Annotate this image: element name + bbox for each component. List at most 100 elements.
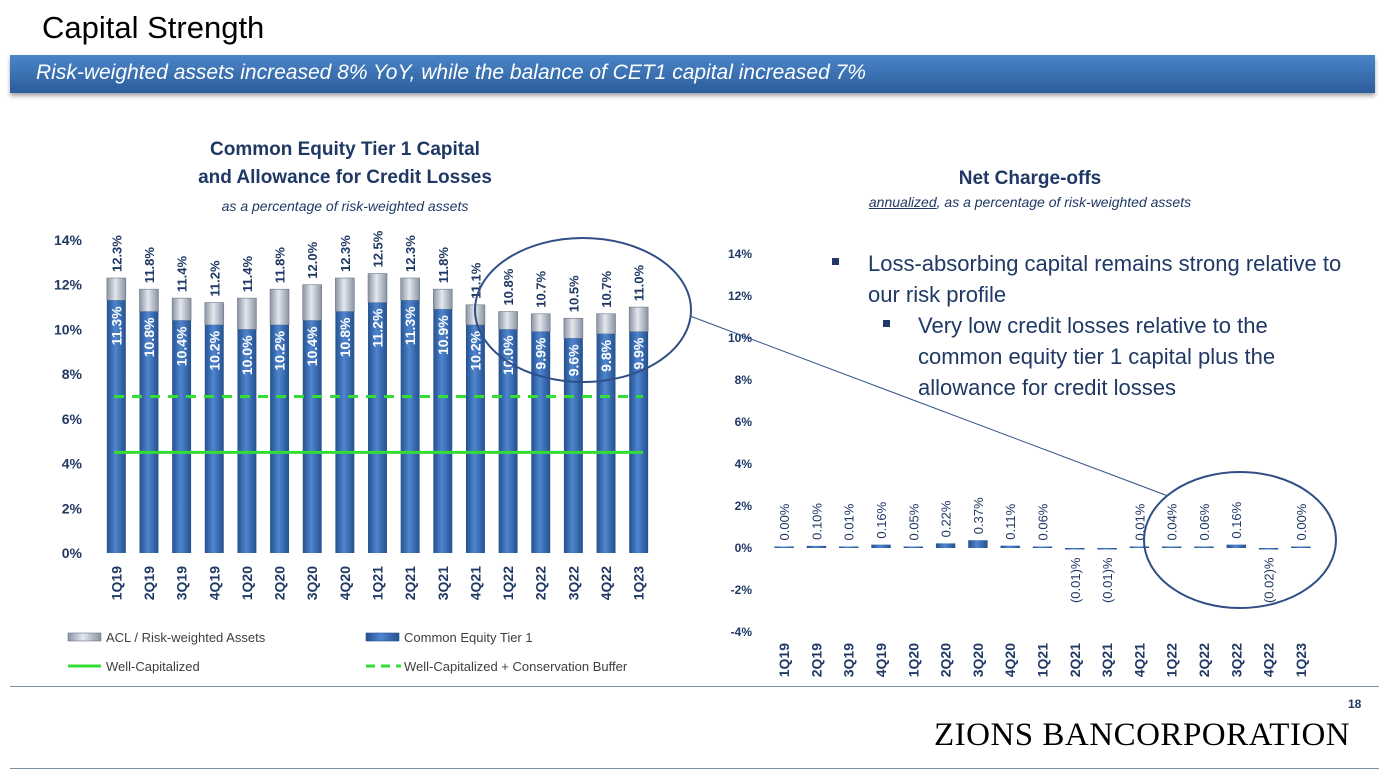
x-tick-label-1Q20: 1Q20 bbox=[239, 566, 255, 600]
nco-label-2Q19: 0.10% bbox=[809, 503, 824, 540]
nco-y-tick-label: 2% bbox=[735, 499, 753, 513]
x-tick-label-1Q22: 1Q22 bbox=[500, 566, 516, 600]
cet1-label-4Q20: 10.8% bbox=[337, 317, 353, 357]
cet1-bar-4Q21 bbox=[465, 324, 485, 553]
cet1-label-1Q23: 9.9% bbox=[631, 337, 647, 369]
acl-label-1Q23: 11.0% bbox=[632, 264, 647, 301]
legend-label-cet1: Common Equity Tier 1 bbox=[404, 630, 533, 645]
nco-bar-3Q19 bbox=[839, 546, 859, 548]
nco-label-2Q20: 0.22% bbox=[939, 500, 954, 537]
cet1-bar-4Q22 bbox=[596, 333, 616, 553]
x-tick-label-1Q23: 1Q23 bbox=[631, 566, 647, 600]
cet1-bar-2Q22 bbox=[531, 331, 551, 553]
nco-y-tick-label: 14% bbox=[728, 247, 752, 261]
nco-y-tick-label: -2% bbox=[731, 583, 753, 597]
nco-bar-2Q22 bbox=[1194, 546, 1214, 548]
annotation-overlay bbox=[474, 237, 1337, 609]
nco-x-tick-label-1Q20: 1Q20 bbox=[905, 643, 921, 677]
nco-bar-4Q21 bbox=[1129, 546, 1150, 548]
y-tick-label: 12% bbox=[54, 277, 83, 293]
nco-x-tick-label-2Q20: 2Q20 bbox=[938, 643, 954, 677]
y-tick-label: 2% bbox=[62, 500, 83, 516]
legend-item-conservation-buffer: Well-Capitalized + Conservation Buffer bbox=[366, 659, 628, 674]
cet1-legend: ACL / Risk-weighted Assets Common Equity… bbox=[67, 630, 628, 674]
acl-bar-1Q20 bbox=[237, 297, 257, 330]
cet1-bar-2Q20 bbox=[270, 324, 290, 553]
acl-bar-3Q19 bbox=[171, 297, 192, 321]
nco-bar-3Q20 bbox=[968, 540, 988, 548]
nco-x-tick-label-2Q19: 2Q19 bbox=[808, 643, 824, 677]
nco-bar-1Q20 bbox=[903, 546, 924, 548]
nco-y-tick-label: 6% bbox=[735, 415, 753, 429]
cet1-title-line2: and Allowance for Credit Losses bbox=[198, 167, 492, 188]
nco-bar-4Q22 bbox=[1258, 548, 1279, 550]
nco-x-tick-label-3Q22: 3Q22 bbox=[1228, 643, 1244, 677]
nco-bar-1Q22 bbox=[1161, 546, 1182, 548]
cet1-label-1Q21: 11.2% bbox=[370, 308, 386, 347]
acl-label-3Q22: 10.5% bbox=[566, 275, 581, 312]
footer-divider bbox=[10, 686, 1379, 687]
acl-bar-4Q20 bbox=[335, 277, 355, 312]
acl-label-1Q19: 12.3% bbox=[109, 235, 124, 272]
net-charge-offs-chart: -4% -2% 0% 2% 4% 6% 8% 10% 12% 14% 0.00% 1Q19 0.10% 2… bbox=[728, 247, 1311, 677]
nco-bar-3Q21 bbox=[1097, 548, 1117, 550]
cet1-bar-2Q19 bbox=[139, 311, 159, 553]
nco-label-1Q20: 0.05% bbox=[906, 503, 921, 540]
x-tick-label-3Q22: 3Q22 bbox=[565, 566, 581, 600]
cet1-label-1Q22: 10.0% bbox=[500, 335, 516, 375]
cet1-chart-subtitle: as a percentage of risk-weighted assets bbox=[221, 198, 469, 214]
cet1-bar-1Q23 bbox=[629, 331, 649, 553]
acl-label-4Q21: 11.1% bbox=[468, 262, 483, 299]
cet1-label-4Q22: 9.8% bbox=[598, 339, 614, 371]
cet1-bar-3Q20 bbox=[302, 320, 322, 553]
acl-bar-1Q21 bbox=[367, 273, 388, 303]
y-tick-label: 6% bbox=[62, 411, 83, 427]
cet1-title-line1: Common Equity Tier 1 Capital bbox=[210, 139, 480, 160]
cet1-bar-3Q21 bbox=[433, 309, 453, 553]
nco-y-tick-label: -4% bbox=[731, 625, 753, 639]
nco-y-tick-label: 10% bbox=[728, 331, 752, 345]
nco-label-4Q22: (0.02)% bbox=[1262, 557, 1277, 603]
page-title: Capital Strength bbox=[42, 10, 265, 45]
nco-label-2Q21: (0.01)% bbox=[1068, 557, 1083, 603]
acl-label-3Q20: 12.0% bbox=[305, 241, 320, 278]
nco-bar-2Q20 bbox=[935, 543, 956, 548]
cet1-label-2Q21: 11.3% bbox=[402, 306, 418, 345]
acl-label-1Q21: 12.5% bbox=[371, 230, 386, 267]
nco-label-3Q21: (0.01)% bbox=[1100, 557, 1115, 603]
x-tick-label-3Q21: 3Q21 bbox=[435, 566, 451, 600]
acl-bar-3Q22 bbox=[563, 317, 584, 339]
bullet-sub: Very low credit losses relative to the c… bbox=[830, 310, 1350, 403]
nco-bar-2Q19 bbox=[806, 545, 827, 548]
nco-label-1Q22: 0.04% bbox=[1165, 503, 1180, 540]
acl-label-1Q20: 11.4% bbox=[240, 256, 255, 293]
cet1-acl-chart: 0% 2% 4% 6% 8% 10% 12% 14% 11.3% 12.3% 1Q19 10.8% 11… bbox=[54, 230, 649, 600]
nco-chart-subtitle: annualized, as a percentage of risk-weig… bbox=[780, 194, 1280, 210]
acl-bar-4Q22 bbox=[596, 313, 616, 335]
legend-label-well-capitalized: Well-Capitalized bbox=[106, 659, 200, 674]
headline-banner: Risk-weighted assets increased 8% YoY, w… bbox=[10, 55, 1375, 93]
y-tick-label: 4% bbox=[62, 456, 83, 472]
banner-text: Risk-weighted assets increased 8% YoY, w… bbox=[36, 61, 866, 84]
cet1-bar-4Q20 bbox=[335, 311, 355, 553]
y-tick-label: 14% bbox=[54, 232, 83, 248]
acl-bar-1Q22 bbox=[498, 311, 518, 330]
legend-label-acl: ACL / Risk-weighted Assets bbox=[106, 630, 266, 645]
cet1-label-4Q19: 10.2% bbox=[206, 330, 222, 370]
connector-line bbox=[689, 315, 1169, 497]
commentary-bullets: Loss-absorbing capital remains strong re… bbox=[830, 248, 1350, 403]
nco-label-3Q22: 0.16% bbox=[1229, 501, 1244, 538]
nco-bar-2Q21 bbox=[1065, 548, 1085, 550]
bullet-square-icon bbox=[883, 320, 890, 327]
acl-bar-2Q20 bbox=[269, 288, 290, 326]
nco-x-tick-label-1Q19: 1Q19 bbox=[776, 643, 792, 677]
nco-x-tick-label-4Q20: 4Q20 bbox=[1002, 643, 1018, 677]
acl-bar-4Q19 bbox=[204, 302, 225, 326]
nco-y-tick-label: 12% bbox=[728, 289, 752, 303]
acl-label-2Q19: 11.8% bbox=[142, 247, 157, 284]
y-tick-label: 8% bbox=[62, 366, 83, 382]
x-tick-label-1Q21: 1Q21 bbox=[370, 566, 386, 600]
nco-y-tick-label: 0% bbox=[735, 541, 753, 555]
cet1-bar-1Q20 bbox=[237, 329, 257, 553]
